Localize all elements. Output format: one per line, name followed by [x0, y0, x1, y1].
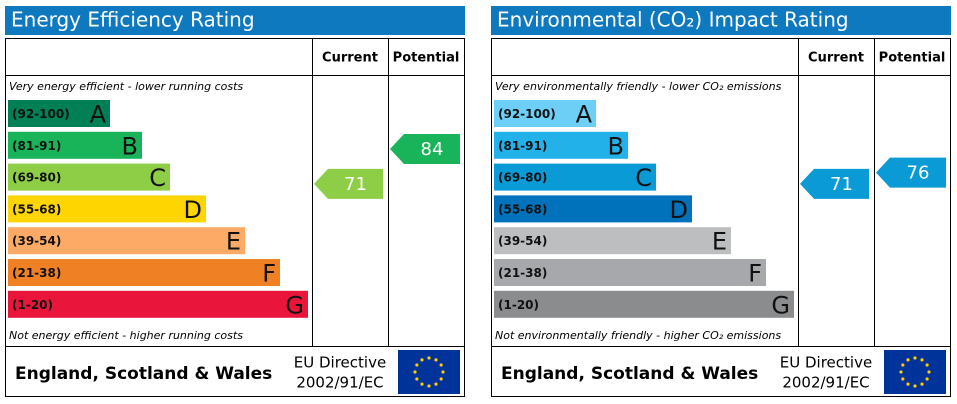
rating-value: 76 [907, 163, 930, 184]
eu-star [427, 384, 431, 388]
rating-band [494, 290, 794, 318]
eu-star [906, 358, 910, 362]
eu-star [901, 377, 905, 381]
rating-band [494, 227, 731, 255]
eu-star [420, 358, 424, 362]
eu-star [427, 356, 431, 360]
rating-band [8, 227, 245, 255]
footer-region: England, Scotland & Wales [15, 364, 272, 384]
rating-panel: Environmental (CO₂) Impact Rating Current… [491, 6, 951, 397]
band-letter: D [184, 196, 202, 224]
band-range: (69-80) [498, 171, 547, 185]
column-header: Potential [393, 51, 460, 66]
rating-band [8, 290, 308, 318]
column-header: Current [808, 51, 864, 66]
footer-code: 2002/91/EC [782, 374, 869, 392]
eu-star [927, 370, 931, 374]
band-range: (1-20) [12, 298, 53, 312]
eu-star [413, 370, 417, 374]
bottom-note: Not environmentally friendly - higher CO… [495, 329, 781, 342]
title-bar [5, 6, 465, 35]
eu-star [899, 370, 903, 374]
rating-band [8, 195, 206, 223]
band-letter: B [122, 132, 138, 160]
eu-star [434, 358, 438, 362]
rating-band [494, 259, 766, 286]
band-range: (1-20) [498, 298, 539, 312]
eu-star [901, 363, 905, 367]
rating-band [494, 131, 628, 159]
band-range: (81-91) [498, 139, 547, 153]
eu-star [906, 382, 910, 386]
bottom-note: Not energy efficient - higher running co… [9, 329, 243, 342]
rating-value: 84 [421, 139, 444, 160]
rating-band [494, 100, 596, 127]
eu-star [925, 377, 929, 381]
band-range: (55-68) [498, 202, 547, 216]
panel-box [5, 38, 465, 397]
band-letter: G [771, 291, 790, 319]
band-letter: D [670, 196, 688, 224]
eu-star [441, 370, 445, 374]
footer-code: 2002/91/EC [296, 374, 383, 392]
band-letter: E [226, 228, 241, 256]
band-letter: F [748, 260, 762, 288]
band-range: (81-91) [12, 139, 61, 153]
eu-star [439, 377, 443, 381]
rating-band [8, 259, 280, 286]
band-letter: B [608, 132, 624, 160]
rating-band [8, 163, 170, 191]
rating-arrow [314, 168, 383, 199]
top-note: Very energy efficient - lower running co… [9, 80, 243, 93]
eu-star [925, 363, 929, 367]
band-range: (21-38) [12, 266, 61, 280]
band-letter: A [576, 101, 593, 129]
rating-arrow [800, 168, 869, 199]
band-range: (92-100) [498, 107, 556, 121]
footer-directive: EU Directive [780, 354, 872, 372]
band-letter: G [285, 291, 304, 319]
panel-title: Environmental (CO₂) Impact Rating [497, 8, 849, 32]
rating-panel: Energy Efficiency Rating Current Potential… [5, 6, 465, 397]
rating-band [494, 195, 692, 223]
band-range: (39-54) [12, 234, 61, 248]
band-range: (39-54) [498, 234, 547, 248]
rating-band [8, 131, 142, 159]
eu-star [920, 358, 924, 362]
band-letter: A [90, 101, 107, 129]
band-letter: C [149, 164, 166, 192]
rating-value: 71 [344, 174, 367, 195]
top-note: Very environmentally friendly - lower CO… [495, 80, 782, 93]
rating-arrow [876, 157, 946, 188]
column-header: Potential [879, 51, 946, 66]
footer-region: England, Scotland & Wales [501, 364, 758, 384]
band-letter: E [712, 228, 727, 256]
band-range: (21-38) [498, 266, 547, 280]
rating-band [494, 163, 656, 191]
rating-band [8, 100, 110, 127]
eu-star [920, 382, 924, 386]
eu-star [913, 356, 917, 360]
eu-star [439, 363, 443, 367]
eu-star [415, 377, 419, 381]
footer-directive: EU Directive [294, 354, 386, 372]
eu-star [434, 382, 438, 386]
band-range: (92-100) [12, 107, 70, 121]
band-range: (55-68) [12, 202, 61, 216]
panel-title: Energy Efficiency Rating [11, 8, 255, 32]
band-range: (69-80) [12, 171, 61, 185]
eu-star [415, 363, 419, 367]
band-letter: C [635, 164, 652, 192]
column-header: Current [322, 51, 378, 66]
rating-arrow [390, 133, 460, 164]
band-letter: F [262, 260, 276, 288]
rating-value: 71 [830, 174, 853, 195]
eu-star [420, 382, 424, 386]
panel-box [491, 38, 951, 397]
eu-star [913, 384, 917, 388]
title-bar [491, 6, 951, 35]
